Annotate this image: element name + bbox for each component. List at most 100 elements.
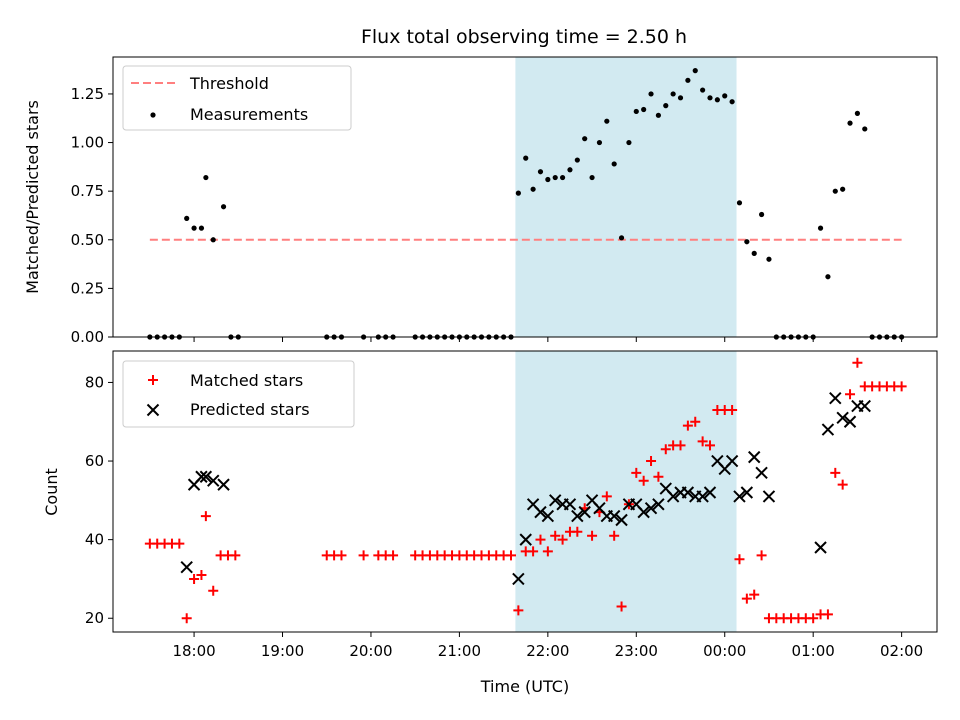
measurement-point	[677, 95, 684, 101]
matched-point	[189, 573, 200, 584]
matched-point	[358, 550, 369, 561]
x-tick-label: 22:00	[526, 642, 569, 660]
y-tick-label: 80	[85, 373, 104, 391]
measurement-point	[751, 250, 757, 256]
measurement-point	[714, 97, 720, 103]
measurement-point	[530, 186, 536, 192]
predicted-point	[534, 505, 547, 519]
measurement-point	[559, 174, 566, 181]
matched-point	[830, 467, 841, 478]
measurement-point	[191, 225, 197, 231]
legend-measurements-label: Measurements	[190, 105, 308, 124]
measurement-point	[545, 176, 551, 183]
y-tick-label: 1.00	[71, 134, 104, 152]
measurement-point	[641, 106, 647, 113]
predicted-point	[512, 572, 525, 586]
predicted-point	[681, 486, 695, 499]
matched-point	[675, 440, 686, 451]
measurement-point	[210, 237, 216, 243]
matched-point	[741, 593, 752, 604]
measurement-point	[832, 188, 838, 194]
predicted-point	[733, 490, 746, 503]
measurement-point	[825, 274, 831, 280]
matched-point	[388, 550, 399, 561]
matched-point	[852, 357, 863, 368]
matched-point	[756, 550, 767, 561]
legend-threshold-label: Threshold	[189, 74, 269, 93]
chart-title: Flux total observing time = 2.50 h	[361, 26, 687, 48]
measurement-point	[729, 99, 735, 105]
legend-ratio: Threshold Measurements	[122, 65, 352, 131]
matched-point	[727, 404, 738, 415]
predicted-point	[762, 490, 776, 503]
predicted-point	[180, 560, 193, 574]
predicted-point	[195, 470, 208, 483]
y-tick-label: 0.50	[71, 231, 104, 249]
measurement-point	[604, 118, 610, 124]
measurement-point	[523, 155, 529, 161]
matched-point	[542, 546, 553, 557]
predicted-point	[836, 411, 849, 425]
predicted-point	[199, 470, 213, 483]
highlight-span	[515, 57, 737, 337]
measurement-point	[618, 235, 625, 241]
y-tick-label: 0.25	[71, 279, 104, 297]
x-tick-label: 01:00	[792, 642, 835, 660]
legend-box	[122, 65, 352, 131]
predicted-point	[725, 454, 739, 468]
predicted-point	[703, 486, 717, 499]
matched-point	[653, 471, 664, 482]
predicted-point	[858, 399, 871, 413]
legend-measurements-swatch	[150, 112, 156, 118]
measurement-point	[670, 91, 676, 97]
measurement-point	[766, 256, 772, 262]
measurement-point	[582, 136, 588, 142]
predicted-point	[829, 391, 842, 405]
predicted-point	[652, 498, 665, 511]
ylabel-count: Count	[42, 468, 61, 516]
x-tick-label: 02:00	[880, 642, 923, 660]
legend-matched-swatch	[148, 375, 158, 385]
y-tick-label: 60	[85, 452, 104, 470]
legend-counts: Matched stars Predicted stars	[122, 360, 355, 428]
y-tick-label: 40	[85, 531, 104, 549]
legend-matched-label: Matched stars	[190, 371, 303, 390]
predicted-point	[519, 533, 532, 546]
matched-point	[734, 554, 745, 565]
matched-point	[638, 475, 649, 486]
matched-point	[808, 613, 819, 624]
measurement-point	[515, 190, 521, 196]
measurement-point	[722, 93, 728, 99]
predicted-point	[578, 505, 591, 519]
predicted-point	[755, 466, 768, 480]
predicted-point	[814, 541, 827, 554]
measurement-point	[567, 167, 573, 173]
matched-point	[200, 511, 211, 522]
predicted-point	[541, 509, 555, 523]
matched-point	[181, 613, 192, 624]
x-tick-label: 19:00	[261, 642, 304, 660]
measurement-point	[655, 112, 662, 118]
highlight-span	[515, 351, 737, 632]
x-tick-label: 20:00	[349, 642, 392, 660]
measurement-point	[203, 174, 209, 181]
y-tick-label: 1.25	[71, 85, 104, 103]
matched-point	[837, 479, 848, 490]
measurement-point	[633, 108, 639, 115]
matched-point	[513, 605, 524, 616]
matched-point	[535, 534, 546, 545]
measurement-point	[736, 200, 743, 206]
matched-point	[528, 546, 539, 557]
panel-ratio: 0.00 0.25 0.50 0.75 1.00 1.25 Threshold Measure…	[71, 56, 938, 346]
matched-point	[845, 389, 856, 400]
measurement-point	[840, 186, 846, 192]
matched-point	[230, 550, 241, 561]
measurement-point	[707, 95, 713, 101]
y-tick-label: 20	[85, 609, 104, 627]
predicted-point	[696, 490, 709, 503]
measurement-point	[220, 204, 227, 210]
measurement-point	[692, 68, 698, 74]
x-tick-label: 23:00	[615, 642, 658, 660]
matched-point	[704, 440, 715, 451]
predicted-point	[217, 478, 230, 491]
